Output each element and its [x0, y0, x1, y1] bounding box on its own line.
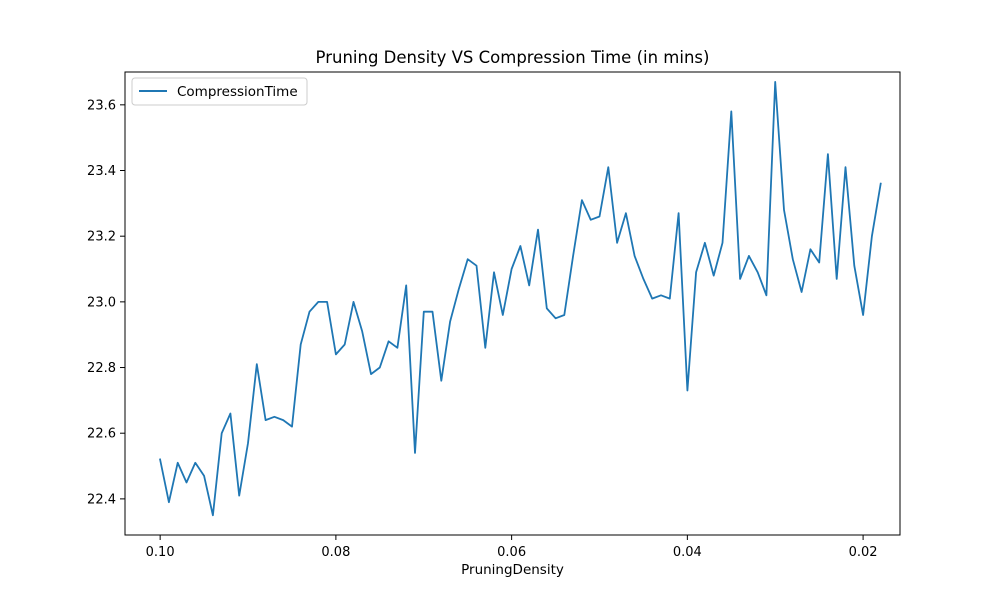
x-axis-label: PruningDensity	[461, 562, 564, 578]
y-axis-ticks: 22.4 22.6 22.8 23.0 23.2 23.4 23.6	[87, 98, 125, 507]
legend-label-compressiontime: CompressionTime	[177, 84, 298, 100]
x-tick-label: 0.06	[497, 545, 526, 560]
y-tick-label: 22.8	[87, 361, 116, 376]
legend-box	[131, 77, 308, 106]
x-axis-ticks: 0.10 0.08 0.06 0.04 0.02	[146, 535, 878, 560]
x-tick-label: 0.08	[321, 545, 350, 560]
x-tick-label: 0.10	[146, 545, 175, 560]
x-tick-label: 0.04	[673, 545, 702, 560]
y-tick-label: 23.2	[87, 230, 116, 245]
y-tick-label: 22.4	[87, 492, 116, 507]
y-tick-label: 22.6	[87, 427, 116, 442]
plot-frame	[124, 71, 901, 536]
series-line-compressiontime	[159, 81, 882, 517]
y-tick-label: 23.6	[87, 98, 116, 113]
y-tick-label: 23.4	[87, 164, 116, 179]
y-tick-label: 23.0	[87, 295, 116, 310]
x-tick-label: 0.02	[849, 545, 878, 560]
chart-title: Pruning Density VS Compression Time (in …	[316, 48, 710, 67]
series-lines	[159, 81, 882, 517]
plot-area	[125, 72, 900, 535]
legend: CompressionTime	[131, 77, 308, 106]
